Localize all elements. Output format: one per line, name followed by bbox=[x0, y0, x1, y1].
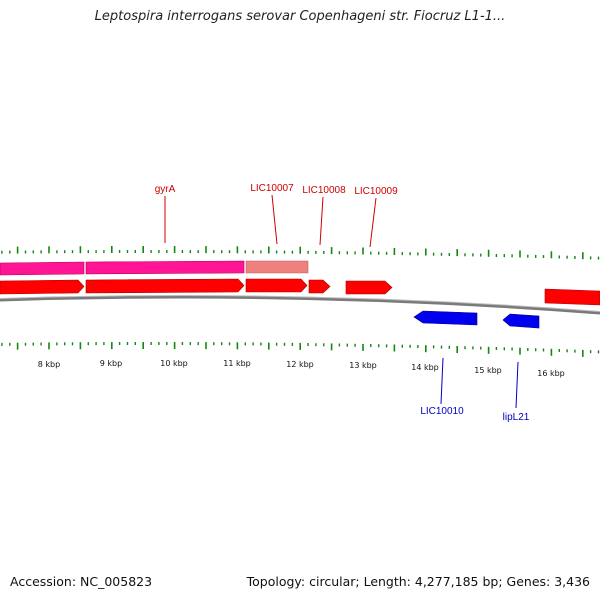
forward-gene-arrow[interactable] bbox=[85, 278, 245, 294]
gene-label-LIC10010[interactable]: LIC10010 bbox=[420, 406, 464, 417]
LIC10009-leader bbox=[369, 197, 377, 248]
scale-label: 8 kbp bbox=[38, 360, 60, 369]
LIC10007-leader bbox=[271, 194, 278, 245]
scale-label: 13 kbp bbox=[349, 361, 377, 370]
gene-label-gyrA[interactable]: gyrA bbox=[155, 184, 176, 195]
forward-gene-arrow[interactable] bbox=[345, 280, 393, 295]
scale-label: 14 kbp bbox=[411, 363, 439, 372]
forward-gene-arrow[interactable] bbox=[0, 279, 85, 295]
bottom-tick-row bbox=[1, 342, 600, 357]
LIC10008-leader bbox=[319, 196, 324, 246]
gene-label-LIC10008[interactable]: LIC10008 bbox=[302, 185, 346, 196]
gene-label-LIC10007[interactable]: LIC10007 bbox=[250, 183, 294, 194]
reverse-gene-arrow[interactable] bbox=[502, 313, 540, 329]
feature-bar-salmon bbox=[245, 260, 309, 274]
genome-title: Leptospira interrogans serovar Copenhage… bbox=[94, 9, 506, 24]
top-tick-row bbox=[1, 246, 600, 260]
scale-label: 15 kbp bbox=[474, 366, 502, 375]
scale-label: 9 kbp bbox=[100, 359, 122, 368]
scale-label: 11 kbp bbox=[223, 359, 251, 368]
forward-gene-arrow[interactable] bbox=[245, 278, 308, 293]
forward-gene-arrow[interactable] bbox=[308, 279, 331, 294]
genome-backbone bbox=[0, 295, 600, 315]
scale-label: 16 kbp bbox=[537, 369, 565, 378]
topology-summary: Topology: circular; Length: 4,277,185 bp… bbox=[246, 574, 590, 589]
feature-bar-pink-left bbox=[0, 261, 85, 276]
lipL21-leader bbox=[515, 361, 519, 409]
scale-label: 10 kbp bbox=[160, 359, 188, 368]
reverse-gene-arrow[interactable] bbox=[413, 310, 478, 326]
gene-label-LIC10009[interactable]: LIC10009 bbox=[354, 186, 398, 197]
scale-label: 12 kbp bbox=[286, 360, 314, 369]
LIC10010-leader bbox=[440, 357, 444, 405]
gene-label-lipL21[interactable]: lipL21 bbox=[503, 412, 530, 423]
feature-bar-pink-main bbox=[85, 260, 245, 275]
accession-label: Accession: NC_005823 bbox=[10, 574, 153, 589]
forward-gene-arrow[interactable] bbox=[544, 288, 600, 306]
